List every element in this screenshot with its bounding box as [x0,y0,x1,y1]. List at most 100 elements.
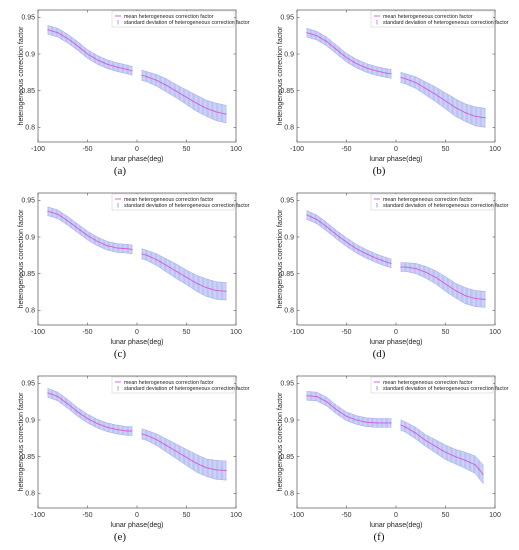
mean-point [390,73,392,75]
y-tick-label: 0.95 [280,381,294,388]
series-group [141,428,227,481]
y-tick-label: 0.9 [25,51,35,58]
mean-point [205,107,207,109]
mean-point [316,35,318,37]
y-tick-label: 0.9 [25,417,35,424]
y-tick-label: 0.85 [21,271,35,278]
x-tick-label: 0 [394,512,398,519]
mean-point [385,422,387,424]
mean-line [141,74,227,115]
series-group [47,25,133,76]
mean-point [166,445,168,447]
mean-point [444,283,447,285]
x-tick-label: 50 [442,146,450,153]
legend-mean-label: mean heterogeneous correction factor [383,14,473,20]
mean-point [106,63,108,65]
x-axis-label: lunar phase(deg) [111,339,164,346]
mean-point [215,469,217,471]
mean-point [47,29,49,31]
mean-point [415,82,417,84]
plot-frame [37,192,237,326]
mean-point [185,96,188,98]
mean-point [400,76,402,79]
mean-point [47,392,49,394]
mean-point [225,290,227,292]
mean-point [464,112,466,114]
mean-point [405,426,407,428]
mean-point [146,254,148,256]
mean-point [57,32,59,34]
y-axis-label: heterogeneous correction factor [277,26,284,126]
x-tick-label: -50 [82,146,92,153]
mean-point [326,401,328,403]
x-tick-label: 50 [183,146,191,153]
mean-point [195,282,197,284]
mean-point [106,245,108,247]
mean-point [185,456,188,458]
mean-point [96,59,98,61]
legend-mean-label: mean heterogeneous correction factor [124,14,214,20]
y-tick-label: 0.95 [280,15,294,22]
legend-std-label: standard deviation of heterogeneous corr… [124,203,250,209]
mean-point [405,78,407,80]
mean-line [400,77,486,119]
mean-point [126,430,128,432]
panel-caption: (d) [372,348,386,360]
x-tick-label: 50 [183,329,191,336]
legend-mean-label: mean heterogeneous correction factor [124,197,214,203]
plot-frame [37,375,237,509]
x-tick-label: -100 [290,512,304,519]
x-tick-label: 50 [442,512,450,519]
x-tick-label: -100 [290,146,304,153]
legend-mean-label: mean heterogeneous correction factor [124,380,214,386]
plot-frame [296,9,496,143]
x-tick-label: -50 [82,329,92,336]
x-axis-label: lunar phase(deg) [370,522,423,529]
mean-point [225,470,227,472]
mean-point [195,462,197,464]
series-group [141,248,227,301]
mean-point [385,261,387,263]
mean-line [306,32,392,75]
legend-box [370,10,494,28]
mean-point [77,411,79,413]
y-tick-label: 0.95 [280,198,294,205]
mean-point [345,241,348,243]
legend-std-label: standard deviation of heterogeneous corr… [383,20,509,26]
x-tick-label: 100 [489,146,501,153]
y-tick-label: 0.85 [280,88,294,95]
y-tick-label: 0.85 [21,454,35,461]
series-group [47,388,133,436]
mean-point [77,227,79,229]
y-tick-label: 0.85 [280,271,294,278]
mean-point [156,439,158,441]
x-axis-label: lunar phase(deg) [111,156,164,163]
mean-point [435,276,437,278]
y-tick-label: 0.8 [284,491,294,498]
y-tick-label: 0.85 [280,454,294,461]
legend-box [111,376,235,394]
panel-caption: (e) [113,531,127,543]
legend-box [111,193,235,211]
mean-point [375,70,377,72]
mean-point [375,257,377,259]
series-group [400,262,486,308]
legend-std-label: standard deviation of heterogeneous corr… [124,386,250,392]
mean-point [96,423,98,425]
plot-frame [296,192,496,326]
mean-point [425,271,427,273]
x-tick-label: -50 [82,512,92,519]
mean-point [156,259,158,261]
mean-point [385,72,387,74]
mean-point [86,234,89,237]
mean-point [316,395,318,398]
mean-point [454,456,456,458]
x-tick-label: -100 [31,146,45,153]
mean-point [482,473,484,475]
mean-point [365,421,367,423]
mean-point [176,450,178,453]
x-axis-label: lunar phase(deg) [370,339,423,346]
mean-point [365,67,367,69]
mean-point [400,266,402,268]
